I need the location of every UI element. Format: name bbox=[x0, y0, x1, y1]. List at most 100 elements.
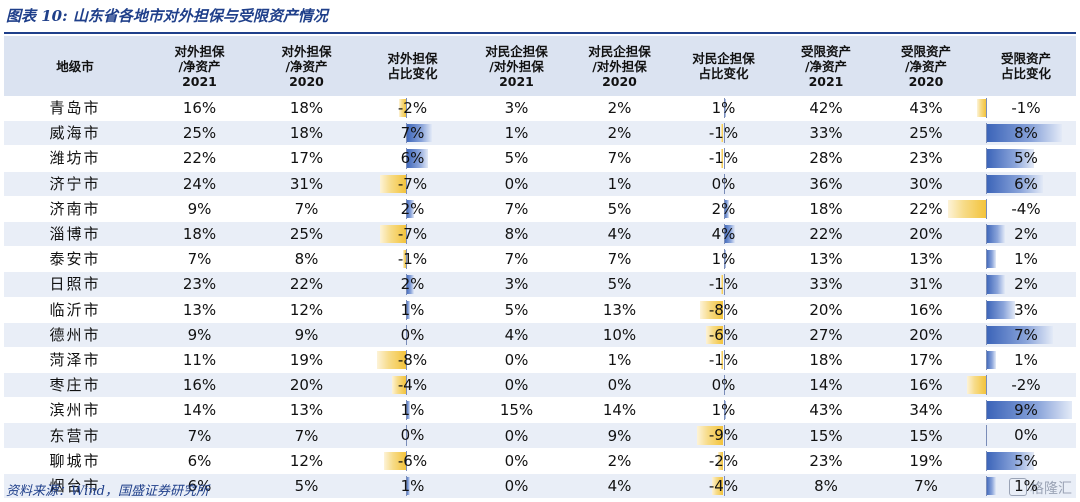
restricted-2021-cell: 20% bbox=[776, 297, 876, 323]
private-change-value: 0% bbox=[711, 376, 736, 395]
restricted-2021-cell: 18% bbox=[776, 196, 876, 222]
bar-axis bbox=[723, 98, 725, 119]
guarantee-change-value: 0% bbox=[400, 426, 425, 445]
guarantee-change-cell: 6% bbox=[360, 145, 465, 172]
restricted-2020-cell: 7% bbox=[876, 473, 976, 500]
restricted-2020-cell: 20% bbox=[876, 221, 976, 248]
guarantee-2020-cell: 22% bbox=[253, 271, 360, 298]
private-change-value: -1% bbox=[708, 124, 739, 143]
bar-axis bbox=[986, 299, 987, 320]
city-cell: 日照市 bbox=[4, 271, 146, 298]
guarantee-2020-cell: 13% bbox=[253, 397, 360, 424]
negative-bar bbox=[699, 300, 724, 319]
negative-bar bbox=[380, 224, 407, 244]
watermark-text: 格隆汇 bbox=[1030, 481, 1072, 497]
negative-bar bbox=[376, 350, 407, 370]
guarantee-2021-cell: 16% bbox=[146, 96, 253, 122]
private-change-value: -1% bbox=[708, 275, 739, 294]
city-cell: 德州市 bbox=[4, 322, 146, 348]
positive-bar bbox=[986, 124, 1062, 143]
restricted-2021-cell: 28% bbox=[776, 145, 876, 172]
guarantee-change-cell: -1% bbox=[360, 246, 465, 273]
private-2021-cell: 0% bbox=[465, 372, 568, 399]
guarantee-2020-cell: 31% bbox=[253, 171, 360, 197]
city-cell: 聊城市 bbox=[4, 448, 146, 474]
positive-bar bbox=[723, 401, 727, 420]
column-header-line: 对外担保 bbox=[387, 51, 438, 66]
bar-axis bbox=[723, 475, 725, 496]
private-2021-cell: 7% bbox=[465, 196, 568, 222]
restricted-2021-cell: 13% bbox=[776, 246, 876, 273]
restricted-2020-cell: 19% bbox=[876, 448, 976, 474]
positive-bar bbox=[986, 174, 1043, 193]
table-row: 济南市 9% 7% 2% 7% 5% 2% 18% 22% -4% bbox=[4, 196, 1076, 222]
bar-axis bbox=[723, 123, 725, 144]
guarantee-change-value: 2% bbox=[400, 199, 425, 218]
private-2021-cell: 8% bbox=[465, 221, 568, 248]
restricted-2020-cell: 15% bbox=[876, 422, 976, 449]
private-2021-cell: 0% bbox=[465, 171, 568, 197]
title-rule bbox=[4, 32, 1076, 34]
guarantee-2021-cell: 18% bbox=[146, 221, 253, 248]
private-2021-cell: 3% bbox=[465, 96, 568, 122]
restricted-2020-cell: 31% bbox=[876, 271, 976, 298]
bar-axis bbox=[406, 324, 408, 345]
restricted-change-cell: 1% bbox=[976, 347, 1076, 374]
guarantee-change-value: 0% bbox=[400, 325, 425, 344]
bar-axis bbox=[986, 324, 987, 345]
negative-bar bbox=[720, 149, 724, 168]
guarantee-2020-cell: 12% bbox=[253, 448, 360, 474]
negative-bar bbox=[717, 451, 724, 470]
bar-axis bbox=[406, 98, 408, 119]
restricted-change-value: -2% bbox=[1011, 376, 1041, 395]
restricted-change-value: 7% bbox=[1014, 325, 1038, 344]
table-row: 威海市 25% 18% 7% 1% 2% -1% 33% 25% 8% bbox=[4, 120, 1076, 147]
restricted-2020-cell: 25% bbox=[876, 120, 976, 147]
restricted-change-cell: 2% bbox=[976, 271, 1076, 298]
restricted-change-cell: 1% bbox=[976, 246, 1076, 273]
negative-bar bbox=[391, 376, 407, 395]
bar-axis bbox=[986, 375, 987, 396]
guarantee-2020-cell: 9% bbox=[253, 322, 360, 348]
table-row: 菏泽市 11% 19% -8% 0% 1% -1% 18% 17% 1% bbox=[4, 347, 1076, 374]
bar-axis bbox=[986, 400, 987, 421]
guarantee-change-value: -4% bbox=[397, 376, 428, 395]
city-cell: 枣庄市 bbox=[4, 372, 146, 399]
guarantee-change-cell: 1% bbox=[360, 473, 465, 500]
positive-bar bbox=[986, 275, 1005, 294]
bar-axis bbox=[406, 375, 408, 396]
private-change-cell: -1% bbox=[671, 271, 776, 298]
positive-bar bbox=[406, 300, 410, 319]
bar-axis bbox=[406, 148, 408, 169]
private-2020-cell: 9% bbox=[568, 422, 671, 449]
table-row: 临沂市 13% 12% 1% 5% 13% -8% 20% 16% 3% bbox=[4, 297, 1076, 323]
guarantee-change-cell: 2% bbox=[360, 196, 465, 222]
positive-bar bbox=[986, 476, 996, 495]
guarantee-2021-cell: 6% bbox=[146, 473, 253, 500]
restricted-change-cell: 0% bbox=[976, 422, 1076, 449]
restricted-change-cell: 3% bbox=[976, 297, 1076, 323]
bar-axis bbox=[406, 299, 408, 320]
guarantee-2021-cell: 9% bbox=[146, 322, 253, 348]
column-header-line: 2021 bbox=[499, 73, 534, 89]
guarantee-table: 地级市 对外担保/净资产 2021 对外担保/净资产 2020 对外担保 占比变化 对民企担保… bbox=[4, 36, 1076, 500]
bar-axis bbox=[986, 173, 987, 194]
figure-title: 图表 10: 山东省各地市对外担保与受限资产情况 bbox=[6, 7, 328, 25]
bar-axis bbox=[406, 198, 408, 219]
private-change-value: 1% bbox=[711, 99, 736, 117]
restricted-change-value: 2% bbox=[1014, 275, 1038, 294]
guarantee-2020-cell: 5% bbox=[253, 473, 360, 500]
table-row: 德州市 9% 9% 0% 4% 10% -6% 27% 20% 7% bbox=[4, 322, 1076, 348]
private-change-cell: -8% bbox=[671, 297, 776, 323]
private-change-value: -2% bbox=[708, 451, 739, 470]
column-header: 对外担保/净资产 2021 bbox=[146, 36, 253, 96]
positive-bar bbox=[723, 224, 736, 244]
private-change-cell: 1% bbox=[671, 246, 776, 273]
private-change-value: 4% bbox=[711, 224, 736, 243]
bar-axis bbox=[986, 475, 987, 496]
guarantee-2021-cell: 7% bbox=[146, 422, 253, 449]
private-2021-cell: 5% bbox=[465, 297, 568, 323]
private-change-value: -1% bbox=[708, 149, 739, 168]
bar-axis bbox=[406, 400, 408, 421]
column-header: 受限资产/净资产 2020 bbox=[876, 36, 976, 96]
